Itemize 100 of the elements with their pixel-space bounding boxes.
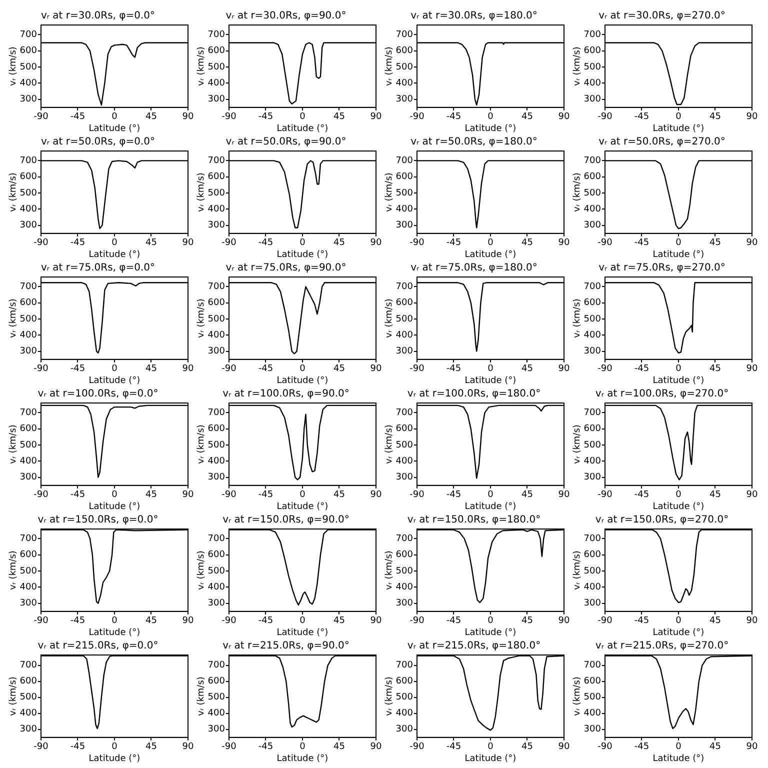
y-tick-label: 400 [584, 330, 602, 341]
y-tick-label: 400 [20, 204, 38, 215]
x-tick-label: 0 [112, 112, 118, 122]
y-tick-label: 300 [396, 598, 414, 609]
y-tick-label: 500 [20, 188, 38, 198]
x-tick-label: 90 [370, 742, 382, 752]
x-axis-title: Latitude (°) [88, 124, 140, 134]
x-tick-label: 45 [710, 112, 721, 122]
y-tick-label: 400 [584, 708, 602, 719]
y-tick-label: 300 [584, 346, 602, 357]
chart-title: vᵣ at r=100.0Rs, φ=180.0° [407, 388, 541, 400]
x-tick-label: -90 [598, 238, 613, 248]
y-tick-label: 300 [20, 220, 38, 231]
chart-title: vᵣ at r=30.0Rs, φ=90.0° [226, 10, 346, 22]
y-tick-label: 300 [20, 598, 38, 609]
y-tick-label: 700 [208, 282, 226, 292]
chart-title: vᵣ at r=150.0Rs, φ=270.0° [595, 514, 729, 526]
y-tick-label: 600 [208, 550, 226, 560]
x-tick-label: -45 [70, 238, 86, 248]
y-tick-label: 400 [584, 204, 602, 215]
y-tick-label: 300 [20, 94, 38, 105]
y-tick-label: 400 [396, 456, 414, 467]
y-tick-label: 300 [208, 94, 226, 105]
y-tick-label: 500 [396, 566, 414, 576]
x-tick-label: -90 [222, 364, 237, 374]
x-axis-title: Latitude (°) [652, 376, 704, 386]
y-axis-title: vᵣ (km/s) [8, 46, 19, 86]
x-tick-label: -45 [70, 490, 86, 500]
y-tick-label: 600 [396, 676, 414, 687]
chart-title: vᵣ at r=30.0Rs, φ=270.0° [598, 10, 726, 22]
x-tick-label: 90 [746, 364, 758, 374]
x-tick-label: -90 [34, 364, 49, 374]
x-tick-label: 45 [334, 490, 345, 500]
chart-title: vᵣ at r=75.0Rs, φ=90.0° [226, 262, 346, 274]
x-tick-label: 45 [146, 112, 157, 122]
x-tick-label: 0 [300, 238, 306, 248]
y-tick-label: 600 [208, 172, 226, 182]
x-tick-label: 0 [676, 616, 682, 626]
y-tick-label: 400 [208, 582, 226, 593]
y-axis-title: vᵣ (km/s) [8, 172, 19, 212]
y-tick-label: 700 [584, 156, 602, 166]
chart-title: vᵣ at r=75.0Rs, φ=270.0° [598, 262, 726, 274]
chart-title: vᵣ at r=50.0Rs, φ=0.0° [40, 136, 156, 148]
x-tick-label: 45 [522, 742, 533, 752]
y-tick-label: 500 [208, 314, 226, 324]
x-axis-title: Latitude (°) [276, 376, 328, 386]
x-tick-label: 90 [182, 616, 194, 626]
x-tick-label: 45 [522, 616, 533, 626]
y-tick-label: 500 [20, 62, 38, 72]
x-tick-label: 0 [112, 238, 118, 248]
x-tick-label: -90 [598, 616, 613, 626]
y-tick-label: 300 [20, 346, 38, 357]
x-tick-label: -45 [634, 238, 650, 248]
x-tick-label: -90 [410, 112, 425, 122]
x-tick-label: -90 [222, 238, 237, 248]
y-axis-title: vᵣ (km/s) [196, 550, 207, 590]
chart-title: vᵣ at r=50.0Rs, φ=180.0° [410, 136, 538, 148]
y-axis-title: vᵣ (km/s) [572, 424, 583, 464]
x-tick-label: -90 [34, 490, 49, 500]
x-tick-label: 45 [146, 238, 157, 248]
y-tick-label: 600 [208, 676, 226, 687]
x-tick-label: -90 [222, 112, 237, 122]
y-tick-label: 400 [584, 456, 602, 467]
y-tick-label: 600 [584, 298, 602, 308]
x-axis-title: Latitude (°) [464, 754, 516, 764]
x-tick-label: 45 [710, 616, 721, 626]
x-axis-title: Latitude (°) [464, 250, 516, 260]
x-tick-label: -90 [410, 490, 425, 500]
x-tick-label: 45 [334, 616, 345, 626]
x-tick-label: 45 [146, 490, 157, 500]
x-tick-label: 0 [488, 364, 494, 374]
y-tick-label: 500 [584, 692, 602, 703]
x-axis-title: Latitude (°) [652, 250, 704, 260]
x-tick-label: 90 [558, 364, 570, 374]
y-tick-label: 700 [396, 156, 414, 166]
x-axis-title: Latitude (°) [276, 502, 328, 512]
x-tick-label: 45 [710, 364, 721, 374]
y-tick-label: 500 [20, 566, 38, 576]
x-tick-label: 90 [746, 112, 758, 122]
y-tick-label: 700 [208, 408, 226, 418]
y-tick-label: 500 [396, 314, 414, 324]
x-axis-title: Latitude (°) [652, 754, 704, 764]
x-tick-label: 45 [146, 616, 157, 626]
chart-title: vᵣ at r=215.0Rs, φ=90.0° [222, 640, 350, 652]
x-tick-label: -90 [34, 742, 49, 752]
y-tick-label: 300 [208, 598, 226, 609]
y-tick-label: 600 [208, 46, 226, 56]
y-tick-label: 700 [208, 156, 226, 166]
y-tick-label: 500 [396, 62, 414, 72]
y-tick-label: 700 [584, 660, 602, 671]
y-tick-label: 700 [20, 30, 38, 40]
y-tick-label: 600 [20, 46, 38, 56]
x-tick-label: -90 [410, 364, 425, 374]
x-tick-label: -45 [70, 364, 86, 374]
y-tick-label: 500 [208, 566, 226, 576]
x-tick-label: 90 [558, 616, 570, 626]
y-tick-label: 700 [20, 156, 38, 166]
x-tick-label: -45 [634, 364, 650, 374]
x-tick-label: -90 [598, 490, 613, 500]
x-axis-title: Latitude (°) [276, 754, 328, 764]
